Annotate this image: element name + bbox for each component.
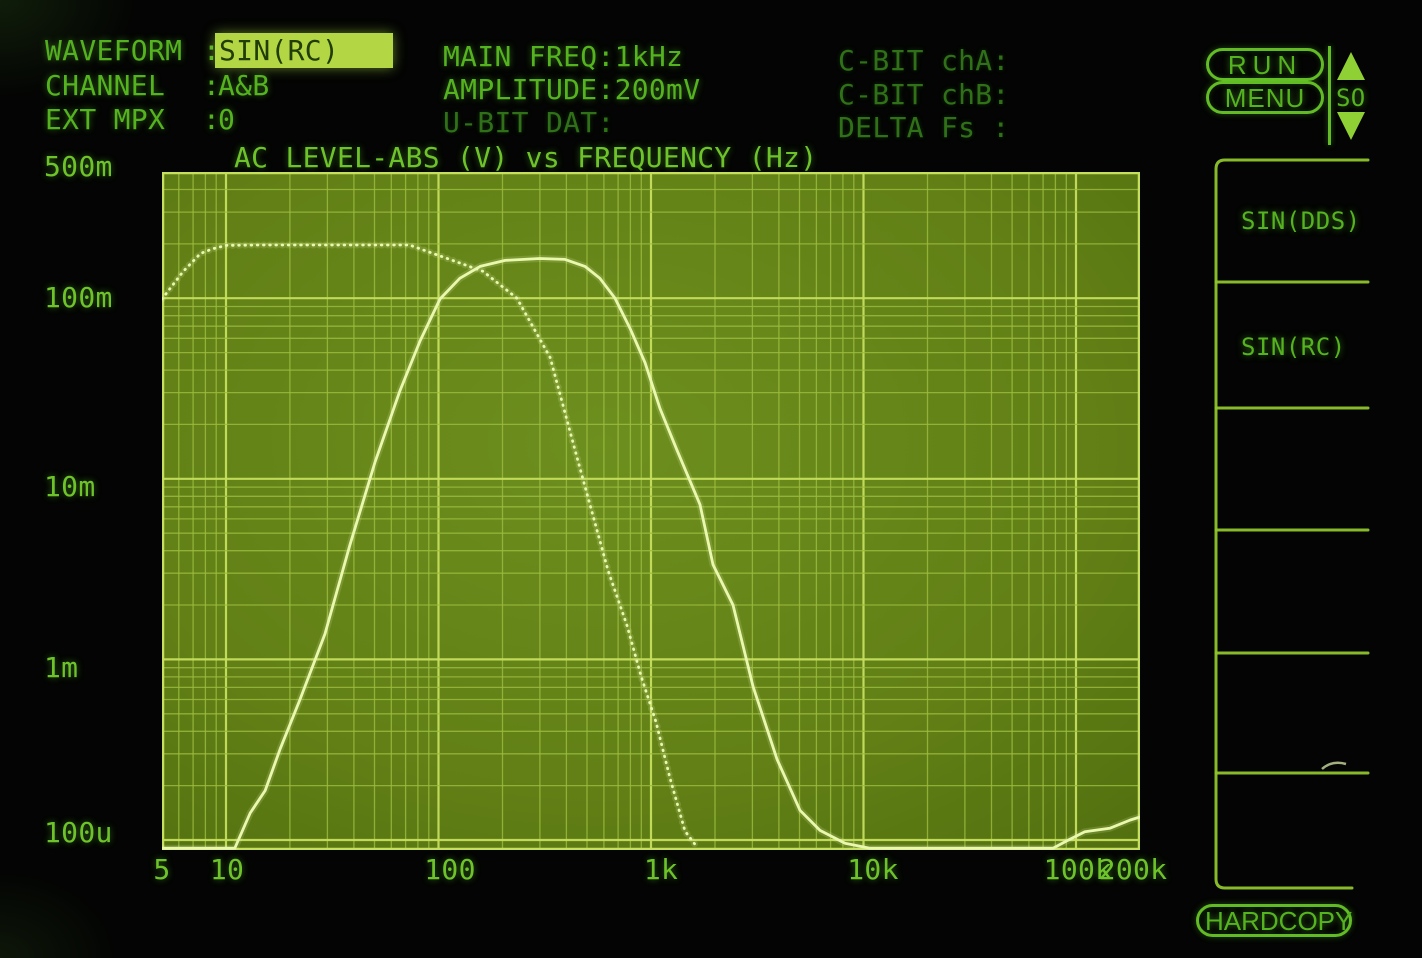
softkey-6[interactable] (1216, 773, 1396, 888)
main-freq-field[interactable]: MAIN FREQ:1kHz (443, 40, 684, 73)
x-tick-100k: 100k (1043, 853, 1113, 886)
amplitude-field[interactable]: AMPLITUDE:200mV (443, 73, 701, 106)
chart-title: AC LEVEL-ABS (V) vs FREQUENCY (Hz) (234, 141, 818, 174)
crt-glow-bottom-left (0, 868, 120, 958)
ext-mpx-colon: : (203, 103, 221, 136)
frequency-response-plot (158, 171, 1144, 852)
softkey-sin-rc-label: SIN(RC) (1241, 333, 1346, 361)
ext-mpx-value[interactable]: 0 (218, 103, 236, 136)
x-tick-100: 100 (424, 853, 476, 886)
scroll-up-icon[interactable] (1337, 52, 1365, 80)
y-tick-500m: 500m (44, 150, 113, 183)
u-bit-dat-field: U-BIT DAT: (443, 106, 615, 139)
waveform-field[interactable]: SIN(RC) (215, 33, 393, 68)
hardcopy-button[interactable]: HARDCOPY (1196, 904, 1352, 937)
scroll-down-icon[interactable] (1337, 112, 1365, 140)
x-tick-5: 5 (153, 853, 171, 886)
c-bit-cha-field: C-BIT chA: (838, 44, 1010, 77)
waveform-value: SIN(RC) (219, 34, 340, 67)
softkey-3[interactable] (1216, 408, 1396, 530)
softkey-4[interactable] (1216, 530, 1396, 653)
x-tick-1k: 1k (643, 853, 679, 886)
scroll-label: SO (1336, 84, 1366, 112)
y-tick-100m: 100m (44, 281, 113, 314)
x-tick-10k: 10k (847, 853, 899, 886)
waveform-label: WAVEFORM (45, 34, 183, 67)
ext-mpx-label: EXT MPX (45, 103, 166, 136)
run-button[interactable]: RUN (1206, 48, 1324, 81)
scroll-track[interactable] (1328, 46, 1331, 145)
y-tick-1m: 1m (44, 651, 79, 684)
channel-label: CHANNEL (45, 69, 166, 102)
softkey-5[interactable] (1216, 653, 1396, 773)
delta-fs-field: DELTA Fs : (838, 111, 1010, 144)
c-bit-chb-field: C-BIT chB: (838, 78, 1010, 111)
channel-colon: : (203, 69, 221, 102)
y-tick-100u: 100u (44, 816, 113, 849)
menu-button[interactable]: MENU (1206, 81, 1324, 114)
channel-value[interactable]: A&B (218, 69, 270, 102)
y-tick-10m: 10m (44, 470, 96, 503)
x-tick-10: 10 (209, 853, 245, 886)
softkey-sin-dds-label: SIN(DDS) (1241, 207, 1361, 235)
x-tick-200k: 200k (1098, 853, 1168, 886)
